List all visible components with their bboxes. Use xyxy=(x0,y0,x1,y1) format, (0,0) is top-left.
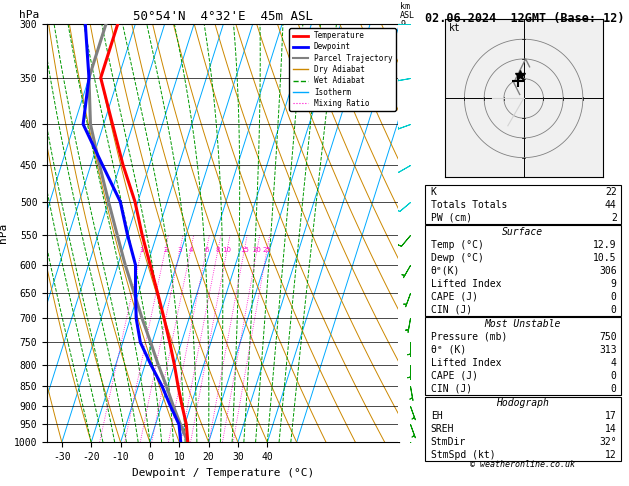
Text: 25: 25 xyxy=(262,247,271,253)
Text: 3: 3 xyxy=(400,314,405,323)
Text: 750: 750 xyxy=(599,332,616,342)
Y-axis label: hPa: hPa xyxy=(0,223,8,243)
Text: 4: 4 xyxy=(611,358,616,368)
Text: 9: 9 xyxy=(400,20,405,29)
Text: 15: 15 xyxy=(240,247,248,253)
Text: Lifted Index: Lifted Index xyxy=(431,358,501,368)
Text: 306: 306 xyxy=(599,266,616,276)
Bar xyxy=(425,185,621,224)
Text: 313: 313 xyxy=(599,345,616,355)
X-axis label: Dewpoint / Temperature (°C): Dewpoint / Temperature (°C) xyxy=(132,468,314,478)
Text: © weatheronline.co.uk: © weatheronline.co.uk xyxy=(470,460,575,469)
Text: SREH: SREH xyxy=(431,424,454,434)
Text: 8: 8 xyxy=(400,73,405,82)
Text: 8: 8 xyxy=(216,247,220,253)
Text: 6: 6 xyxy=(204,247,209,253)
Text: Surface: Surface xyxy=(502,227,543,237)
Text: 0: 0 xyxy=(611,292,616,302)
Text: 20: 20 xyxy=(252,247,262,253)
Text: 22: 22 xyxy=(605,187,616,197)
Text: CAPE (J): CAPE (J) xyxy=(431,371,477,381)
Text: Mixing Ratio (g/kg): Mixing Ratio (g/kg) xyxy=(423,194,432,289)
Text: Hodograph: Hodograph xyxy=(496,398,549,408)
Text: StmDir: StmDir xyxy=(431,437,466,447)
Text: 32°: 32° xyxy=(599,437,616,447)
Text: Dewp (°C): Dewp (°C) xyxy=(431,253,484,263)
Text: hPa: hPa xyxy=(19,10,39,20)
Text: 0: 0 xyxy=(611,305,616,314)
Bar xyxy=(425,397,621,461)
Text: 6: 6 xyxy=(400,197,405,206)
Text: K: K xyxy=(431,187,437,197)
Bar xyxy=(425,317,621,395)
Text: 02.06.2024  12GMT (Base: 12): 02.06.2024 12GMT (Base: 12) xyxy=(425,12,624,25)
Text: Pressure (mb): Pressure (mb) xyxy=(431,332,507,342)
Text: 12: 12 xyxy=(605,450,616,460)
Text: km
ASL: km ASL xyxy=(400,2,415,20)
Text: EH: EH xyxy=(431,411,442,421)
Text: kt: kt xyxy=(448,23,460,33)
Text: 3: 3 xyxy=(177,247,182,253)
Text: 4: 4 xyxy=(189,247,193,253)
Text: 7: 7 xyxy=(400,120,405,129)
Text: 2: 2 xyxy=(400,360,405,369)
Text: 14: 14 xyxy=(605,424,616,434)
Text: CAPE (J): CAPE (J) xyxy=(431,292,477,302)
Text: Most Unstable: Most Unstable xyxy=(484,319,561,329)
Text: CIN (J): CIN (J) xyxy=(431,305,472,314)
Text: 2: 2 xyxy=(163,247,167,253)
Text: Totals Totals: Totals Totals xyxy=(431,200,507,209)
Text: Temp (°C): Temp (°C) xyxy=(431,240,484,250)
Text: 10: 10 xyxy=(223,247,231,253)
Text: 0: 0 xyxy=(611,383,616,394)
Text: Lifted Index: Lifted Index xyxy=(431,278,501,289)
Text: PW (cm): PW (cm) xyxy=(431,212,472,223)
Text: θᵉ(K): θᵉ(K) xyxy=(431,266,460,276)
Text: 9: 9 xyxy=(611,278,616,289)
Text: θᵉ (K): θᵉ (K) xyxy=(431,345,466,355)
Text: 10.5: 10.5 xyxy=(593,253,616,263)
Text: 2: 2 xyxy=(611,212,616,223)
Text: LCL: LCL xyxy=(400,420,415,429)
Text: CIN (J): CIN (J) xyxy=(431,383,472,394)
Text: 0: 0 xyxy=(611,371,616,381)
Text: 44: 44 xyxy=(605,200,616,209)
Text: 17: 17 xyxy=(605,411,616,421)
Text: StmSpd (kt): StmSpd (kt) xyxy=(431,450,495,460)
Text: 1: 1 xyxy=(139,247,144,253)
Text: 12.9: 12.9 xyxy=(593,240,616,250)
Text: 1: 1 xyxy=(400,401,405,410)
Bar xyxy=(425,226,621,316)
Text: 4: 4 xyxy=(400,260,405,269)
Title: 50°54'N  4°32'E  45m ASL: 50°54'N 4°32'E 45m ASL xyxy=(133,10,313,23)
Legend: Temperature, Dewpoint, Parcel Trajectory, Dry Adiabat, Wet Adiabat, Isotherm, Mi: Temperature, Dewpoint, Parcel Trajectory… xyxy=(289,28,396,111)
